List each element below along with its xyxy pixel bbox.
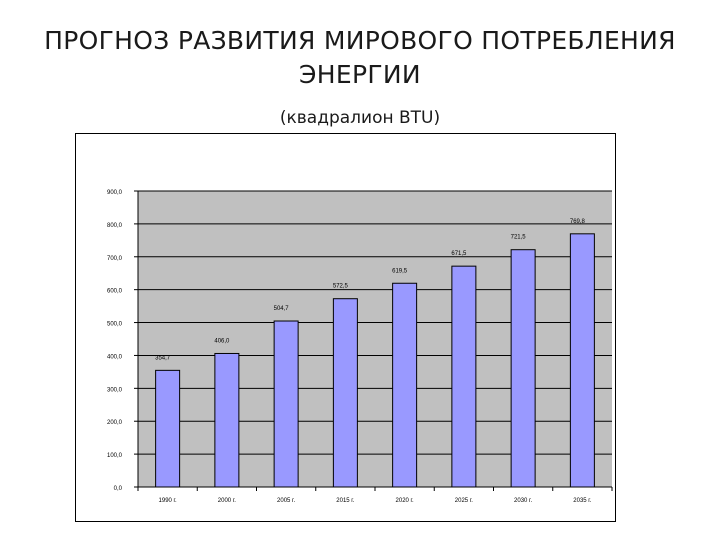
bar-value-label: 769,8 bbox=[570, 219, 586, 225]
bar bbox=[155, 369, 181, 488]
bar bbox=[392, 282, 418, 488]
chart-subtitle: (квадралион BTU) bbox=[279, 108, 441, 128]
x-tick-label: 2020 г. bbox=[396, 498, 414, 504]
title-line-1: ПРОГНОЗ РАЗВИТИЯ МИРОВОГО ПОТРЕБЛЕНИЯ bbox=[44, 26, 676, 55]
bar-value-label: 504,7 bbox=[274, 306, 290, 312]
y-tick-label: 700,0 bbox=[107, 256, 123, 262]
bar-value-label: 671,5 bbox=[451, 251, 467, 257]
bar-value-label: 572,5 bbox=[333, 284, 349, 290]
y-tick-label: 300,0 bbox=[107, 387, 123, 393]
chart-title: ПРОГНОЗ РАЗВИТИЯ МИРОВОГО ПОТРЕБЛЕНИЯ ЭН… bbox=[0, 24, 720, 92]
x-tick-label: 2035 г. bbox=[573, 498, 591, 504]
bar-value-label: 406,0 bbox=[214, 338, 230, 344]
y-tick-label: 400,0 bbox=[107, 354, 123, 360]
x-tick-label: 2015 г. bbox=[336, 498, 354, 504]
plot-area bbox=[138, 191, 612, 487]
bar-value-label: 354,7 bbox=[155, 355, 171, 361]
y-tick-label: 900,0 bbox=[107, 190, 123, 196]
x-tick-label: 2025 г. bbox=[455, 498, 473, 504]
bar bbox=[451, 265, 477, 488]
bar-value-label: 619,5 bbox=[392, 268, 408, 274]
y-tick-label: 800,0 bbox=[107, 223, 123, 229]
bar bbox=[510, 249, 536, 488]
title-line-2: ЭНЕРГИИ bbox=[299, 60, 421, 89]
x-tick-label: 1990 г. bbox=[159, 498, 177, 504]
y-tick-label: 600,0 bbox=[107, 289, 123, 295]
y-tick-label: 0,0 bbox=[114, 486, 123, 492]
x-tick-label: 2000 г. bbox=[218, 498, 236, 504]
x-tick-label: 2030 г. bbox=[514, 498, 532, 504]
y-tick-label: 500,0 bbox=[107, 322, 123, 328]
bar bbox=[569, 233, 595, 488]
x-tick-label: 2005 г. bbox=[277, 498, 295, 504]
y-tick-label: 100,0 bbox=[107, 453, 123, 459]
bar bbox=[214, 352, 240, 488]
bar bbox=[273, 320, 299, 488]
bar-value-label: 721,5 bbox=[511, 235, 527, 241]
y-tick-label: 200,0 bbox=[107, 420, 123, 426]
bar bbox=[332, 298, 358, 488]
